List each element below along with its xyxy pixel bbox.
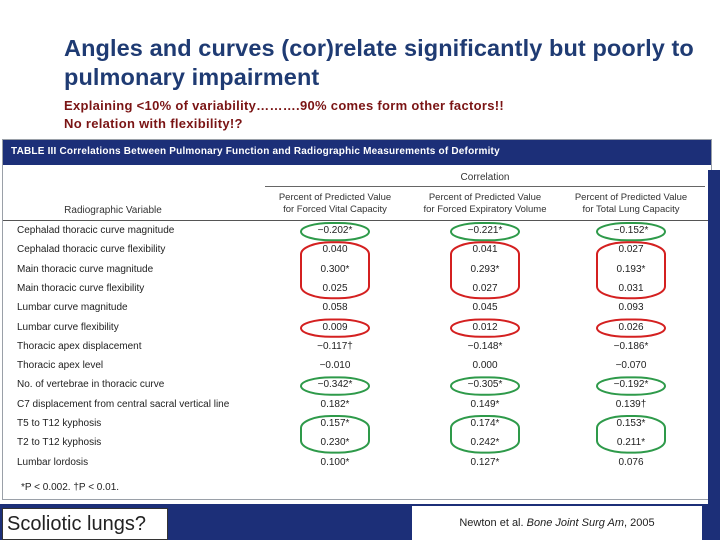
cell-value: 0.300* bbox=[320, 263, 350, 275]
row-label: T5 to T12 kyphosis bbox=[17, 418, 102, 429]
table-row: Lumbar curve flexibility 0.009 0.012 0.026 bbox=[3, 319, 711, 338]
table-row: Lumbar curve magnitude 0.058 0.045 0.093 bbox=[3, 299, 711, 318]
cell-value: 0.174* bbox=[470, 418, 500, 429]
cell-value: 0.139† bbox=[615, 398, 647, 410]
row-header: Radiographic Variable bbox=[64, 205, 162, 216]
cell-value: 0.153* bbox=[616, 418, 646, 429]
cell-value: 0.242* bbox=[470, 437, 500, 449]
table-row: Cephalad thoracic curve flexibility 0.040… bbox=[3, 241, 711, 260]
citation-year: , 2005 bbox=[624, 517, 655, 529]
row-label: Lumbar curve flexibility bbox=[17, 321, 119, 333]
cell-value: −0.152* bbox=[613, 225, 649, 236]
cell-value: 0.027 bbox=[472, 282, 498, 294]
row-label: Cephalad thoracic curve flexibility bbox=[17, 244, 166, 256]
column-header-tlc: Percent of Predicted Value for Total Lun… bbox=[561, 192, 701, 216]
cell-value: −0.010 bbox=[319, 360, 351, 372]
row-label: C7 displacement from central sacral vert… bbox=[17, 398, 230, 410]
cell-value: 0.026 bbox=[618, 321, 644, 333]
cell-value: 0.149* bbox=[470, 398, 500, 410]
group-divider bbox=[265, 186, 705, 187]
cell-value: 0.076 bbox=[618, 456, 644, 468]
cell-value: −0.186* bbox=[613, 340, 649, 352]
slide-title: Angles and curves (cor)relate significan… bbox=[64, 35, 694, 90]
cell-value: −0.202* bbox=[317, 225, 353, 236]
cell-value: 0.193* bbox=[616, 263, 646, 275]
table-title: TABLE III Correlations Between Pulmonary… bbox=[11, 146, 500, 157]
citation-authors: Newton et al. bbox=[459, 517, 524, 529]
row-label: Thoracic apex level bbox=[17, 360, 104, 372]
row-label: Thoracic apex displacement bbox=[17, 340, 142, 352]
cell-value: −0.148* bbox=[467, 340, 503, 352]
cell-value: 0.157* bbox=[320, 418, 350, 429]
correlation-group-header: Correlation bbox=[460, 172, 510, 183]
cell-value: −0.221* bbox=[467, 225, 503, 236]
column-header-fvc-line2: for Forced Vital Capacity bbox=[283, 204, 387, 215]
row-label: T2 to T12 kyphosis bbox=[17, 437, 102, 449]
column-header-fvc-line1: Percent of Predicted Value bbox=[278, 192, 392, 203]
column-header-fev-line2: for Forced Expiratory Volume bbox=[423, 204, 547, 215]
column-header-fvc: Percent of Predicted Value for Forced Vi… bbox=[265, 192, 405, 216]
cell-value: 0.025 bbox=[322, 282, 348, 294]
table-title-bar: TABLE III Correlations Between Pulmonary… bbox=[3, 140, 711, 165]
table-row: Thoracic apex displacement −0.117† −0.148*… bbox=[3, 338, 711, 357]
cell-value: −0.192* bbox=[613, 379, 649, 391]
cell-value: 0.230* bbox=[320, 437, 350, 449]
table-row: T5 to T12 kyphosis 0.157* 0.174* 0.153* bbox=[3, 415, 711, 434]
subtitle-variability: Explaining <10% of variability……….90% co… bbox=[64, 98, 505, 113]
row-label: Cephalad thoracic curve magnitude bbox=[17, 225, 175, 236]
row-label: Main thoracic curve flexibility bbox=[17, 282, 145, 294]
cell-value: 0.093 bbox=[618, 302, 644, 314]
row-label: No. of vertebrae in thoracic curve bbox=[17, 379, 165, 391]
table-footnote: *P < 0.002. †P < 0.01. bbox=[21, 482, 120, 493]
table-row: Thoracic apex level −0.010 0.000 −0.070 bbox=[3, 357, 711, 376]
cell-value: 0.100* bbox=[320, 456, 350, 468]
table-row: T2 to T12 kyphosis 0.230* 0.242* 0.211* bbox=[3, 434, 711, 453]
cell-value: 0.293* bbox=[470, 263, 500, 275]
cell-value: 0.041 bbox=[472, 244, 498, 256]
citation-journal: Bone Joint Surg Am bbox=[526, 517, 625, 529]
cell-value: −0.342* bbox=[317, 379, 353, 391]
header-divider bbox=[3, 220, 711, 221]
table-row: Cephalad thoracic curve magnitude −0.202*… bbox=[3, 222, 711, 241]
cell-value: 0.127* bbox=[470, 456, 500, 468]
table-figure: TABLE III Correlations Between Pulmonary… bbox=[2, 139, 712, 500]
cell-value: 0.012 bbox=[472, 321, 498, 333]
cell-value: −0.117† bbox=[317, 340, 353, 352]
cell-value: −0.305* bbox=[467, 379, 503, 391]
table-row: Main thoracic curve magnitude 0.300* 0.293… bbox=[3, 261, 711, 280]
cell-value: 0.009 bbox=[322, 321, 348, 333]
row-label: Lumbar curve magnitude bbox=[17, 302, 128, 314]
table-row: Main thoracic curve flexibility 0.025 0.02… bbox=[3, 280, 711, 299]
cell-value: 0.058 bbox=[322, 302, 348, 314]
table-row: C7 displacement from central sacral vert… bbox=[3, 396, 711, 415]
column-header-fev: Percent of Predicted Value for Forced Ex… bbox=[415, 192, 555, 216]
cell-value: −0.070 bbox=[615, 360, 647, 372]
column-header-tlc-line2: for Total Lung Capacity bbox=[582, 204, 680, 215]
row-label: Main thoracic curve magnitude bbox=[17, 263, 154, 275]
cell-value: 0.211* bbox=[616, 437, 646, 449]
column-header-tlc-line1: Percent of Predicted Value bbox=[574, 192, 688, 203]
cell-value: 0.040 bbox=[322, 244, 348, 256]
cell-value: 0.000 bbox=[472, 360, 498, 372]
right-accent-bar bbox=[708, 170, 720, 540]
cell-value: 0.027 bbox=[618, 244, 644, 256]
row-label: Lumbar lordosis bbox=[17, 456, 89, 468]
cell-value: 0.045 bbox=[472, 302, 498, 314]
cell-value: 0.031 bbox=[618, 282, 644, 294]
table-row: Lumbar lordosis 0.100* 0.127* 0.076 bbox=[3, 454, 711, 473]
scoliotic-lungs-label: Scoliotic lungs? bbox=[2, 508, 168, 540]
column-header-fev-line1: Percent of Predicted Value bbox=[428, 192, 542, 203]
citation: Newton et al. Bone Joint Surg Am, 2005 bbox=[412, 506, 702, 540]
subtitle-flexibility: No relation with flexibility!? bbox=[64, 116, 243, 131]
table-row: No. of vertebrae in thoracic curve −0.342… bbox=[3, 376, 711, 395]
cell-value: 0.182* bbox=[320, 398, 350, 410]
